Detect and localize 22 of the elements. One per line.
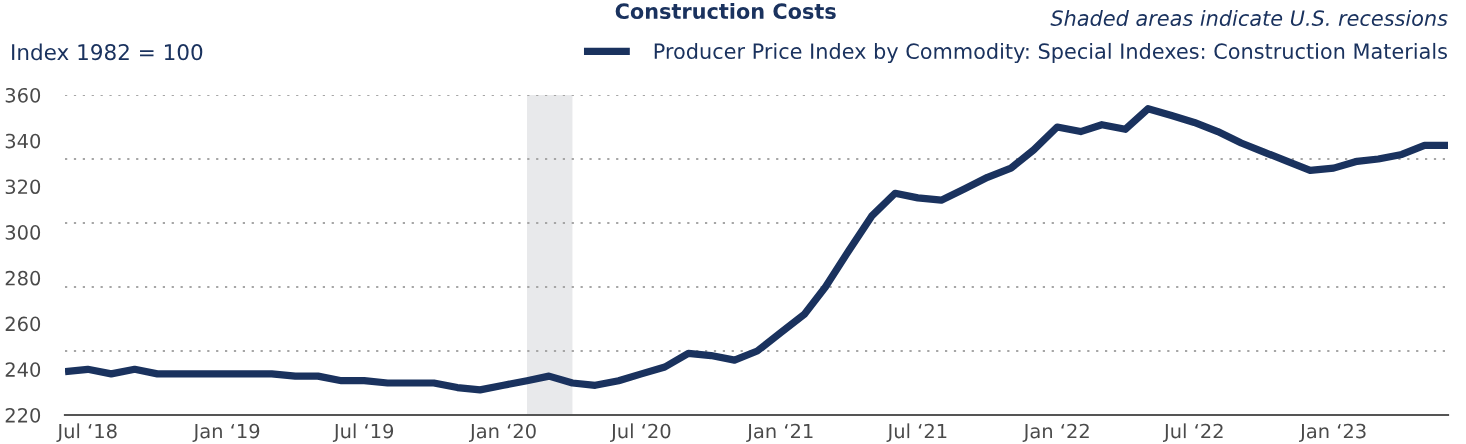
- y-tick-label: 340: [5, 133, 41, 149]
- y-tick-label: 260: [5, 316, 41, 332]
- y-tick-label: 280: [5, 270, 41, 286]
- x-tick-label: Jan ‘21: [746, 423, 813, 442]
- chart-title: Construction Costs: [615, 2, 836, 20]
- x-tick-label: Jan ‘20: [468, 423, 536, 442]
- y-axis-title: Index 1982 = 100: [12, 43, 203, 61]
- y-tick-label: 320: [5, 179, 41, 195]
- x-tick-label: Jan ‘23: [1299, 423, 1366, 442]
- y-tick-label: 240: [5, 362, 41, 377]
- y-tick-label: 220: [5, 407, 41, 423]
- text: Shaded areas indicate U.S. recessions: [1050, 9, 1448, 27]
- x-tick-label: Jul ‘20: [610, 423, 671, 442]
- y-tick-label: 300: [5, 225, 41, 240]
- legend-label: Producer Price Index by Commodity: Special Indexes: Construction Materials: [654, 42, 1447, 64]
- x-tick-label: Jan ‘19: [192, 423, 260, 442]
- x-tick-label: Jul ‘19: [332, 423, 394, 442]
- x-tick-label: Jul ‘22: [1162, 423, 1223, 442]
- y-tick-label: 360: [5, 87, 41, 103]
- x-tick-label: Jul ‘18: [56, 423, 117, 442]
- x-tick-label: Jul ‘21: [886, 423, 947, 442]
- x-tick-label: Jan ‘22: [1022, 423, 1089, 442]
